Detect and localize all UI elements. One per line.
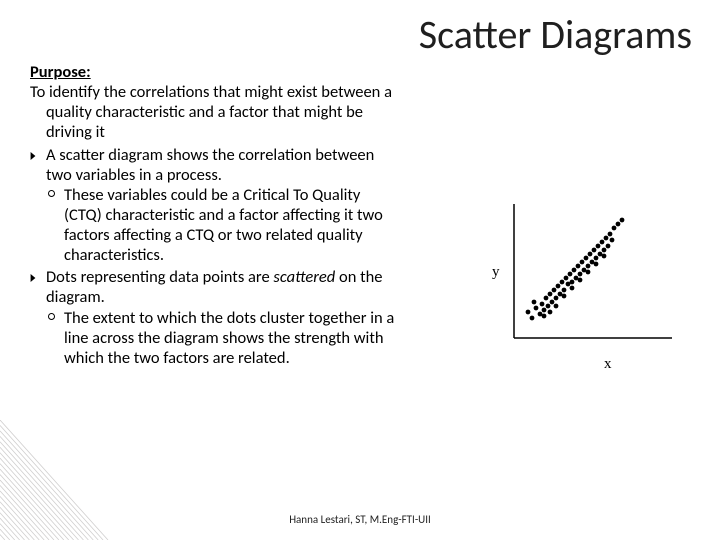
slide: Scatter Diagrams Purpose: To identify th…	[0, 0, 720, 540]
hollow-bullet-icon	[48, 313, 55, 320]
y-axis-label: y	[492, 264, 500, 281]
scatter-chart: y x	[494, 198, 694, 368]
bullet-1-text: A scatter diagram shows the correlation …	[46, 145, 374, 185]
hollow-bullet-icon	[48, 190, 55, 197]
bullet-2: Dots representing data points are scatte…	[30, 267, 400, 307]
scatter-svg	[494, 198, 674, 348]
bullet-2-sub-1: The extent to which the dots cluster tog…	[30, 308, 400, 368]
bullet-1-sub-1: These variables could be a Critical To Q…	[30, 185, 400, 266]
purpose-label: Purpose:	[30, 62, 91, 82]
bullet-2-sub-1-text: The extent to which the dots cluster tog…	[64, 308, 394, 368]
bullet-2-text-italic: scattered	[273, 267, 335, 287]
x-axis-label: x	[604, 356, 612, 373]
slide-footer: Hanna Lestari, ST, M.Eng-FTI-UII	[0, 513, 720, 526]
bullet-1: A scatter diagram shows the correlation …	[30, 145, 400, 185]
purpose-text: To identify the correlations that might …	[30, 82, 400, 142]
slide-title: Scatter Diagrams	[419, 10, 692, 59]
purpose-line: Purpose:	[30, 62, 400, 82]
bullet-2-text-pre: Dots representing data points are	[46, 267, 273, 287]
content-block: Purpose: To identify the correlations th…	[30, 62, 400, 368]
bullet-1-sub-1-text: These variables could be a Critical To Q…	[64, 185, 383, 265]
